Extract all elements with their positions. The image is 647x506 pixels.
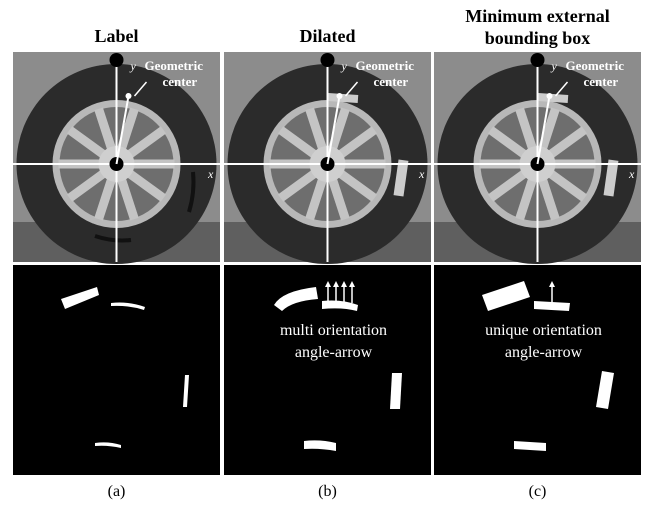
annotation: unique orientation (485, 322, 602, 339)
caption: (b) (318, 483, 337, 500)
axis-y-label: y (341, 59, 348, 73)
center-label: center (163, 74, 198, 89)
panel-title: Label (94, 26, 138, 46)
axis-y-label: y (551, 59, 558, 73)
caption: (a) (108, 483, 126, 500)
top-dot (321, 53, 335, 67)
center-label: Geometric (356, 58, 415, 73)
figure: LabelyxGeometriccenter(a)DilatedyxGeomet… (0, 0, 647, 506)
axis-x-label: x (628, 167, 635, 181)
mask-strip (390, 373, 402, 409)
caption: (c) (529, 483, 547, 500)
center-dot (547, 93, 553, 99)
axis-y-label: y (130, 59, 137, 73)
axis-x-label: x (207, 167, 214, 181)
center-dot (126, 93, 132, 99)
panel-title: bounding box (485, 28, 591, 48)
annotation: angle-arrow (295, 344, 373, 361)
top-dot (110, 53, 124, 67)
mask-panel (13, 265, 220, 475)
mask-panel: multi orientation angle-arrow (224, 265, 431, 475)
axis-x-label: x (418, 167, 425, 181)
center-label: Geometric (566, 58, 625, 73)
mask-bg (13, 265, 220, 475)
mask-panel: unique orientation angle-arrow (434, 265, 641, 475)
center-label: Geometric (145, 58, 204, 73)
panel-title: Dilated (300, 26, 356, 46)
center-label: center (584, 74, 619, 89)
panel-title: Minimum external (465, 6, 609, 26)
center-label: center (374, 74, 409, 89)
top-dot (531, 53, 545, 67)
annotation: multi orientation (280, 322, 387, 339)
center-dot (337, 93, 343, 99)
annotation: angle-arrow (505, 344, 583, 361)
